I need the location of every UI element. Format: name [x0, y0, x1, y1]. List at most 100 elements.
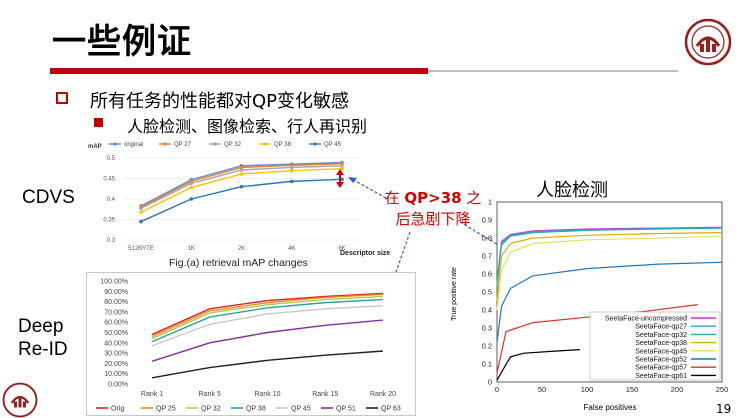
- cdvs-point: [139, 206, 143, 211]
- face-ytick: 0.1: [482, 360, 492, 369]
- face-series-line: [496, 227, 723, 285]
- reid-legend-label: QP 38: [246, 406, 266, 413]
- face-ytick: 0.8: [482, 234, 492, 243]
- face-chart-title: 人脸检测: [536, 180, 608, 201]
- face-roc-chart: 0 0.1 0.2 0.3 0.4 0.5 0.6 0.7 0.8 0.9 1 0 50 100 150 2…: [451, 198, 729, 413]
- cdvs-point: [340, 166, 344, 171]
- cdvs-point: [239, 165, 244, 170]
- title-underline-grey: [428, 70, 678, 72]
- face-legend-label: SeetaFace-qp61: [635, 373, 687, 380]
- cdvs-ytick: 0.5: [107, 156, 116, 162]
- face-legend-label: SeetaFace-qp45: [635, 348, 687, 355]
- reid-series-line: [151, 293, 384, 338]
- reid-legend-label: QP 45: [291, 406, 311, 413]
- cdvs-point: [139, 219, 143, 224]
- reid-legend-label: Orig: [111, 406, 124, 413]
- face-ytick: 1: [488, 198, 492, 207]
- reid-ytick: 70.00%: [104, 309, 128, 316]
- cdvs-ytick: 0.4: [107, 197, 116, 203]
- title-underline: [50, 68, 428, 74]
- reid-ytick: 50.00%: [104, 330, 128, 337]
- cdvs-xtick: 8K: [338, 246, 345, 252]
- face-legend-label: SeetaFace-qp52: [635, 357, 687, 364]
- face-ytick: 0.9: [482, 216, 492, 225]
- cdvs-ylabel: mAP: [88, 144, 102, 150]
- page-number: 19: [716, 402, 732, 416]
- face-series-line: [496, 261, 723, 343]
- face-ytick: 0.4: [482, 306, 492, 315]
- label-reid: Re-ID: [18, 339, 68, 360]
- face-xtick: 250: [716, 385, 729, 394]
- reid-ytick: 30.00%: [104, 351, 128, 358]
- face-xtick: 100: [581, 385, 594, 394]
- reid-series-line: [151, 298, 384, 343]
- face-ylabel: True positive rate: [451, 267, 458, 321]
- face-series-line: [496, 304, 698, 374]
- cdvs-legend-marker: [113, 142, 117, 146]
- cdvs-point: [289, 165, 294, 170]
- cdvs-point: [340, 177, 344, 182]
- face-xtick: 150: [626, 385, 639, 394]
- face-series-line: [496, 235, 723, 311]
- cdvs-point: [239, 168, 244, 172]
- cdvs-legend-marker: [213, 142, 217, 146]
- university-seal-icon: [684, 18, 732, 66]
- qp-annotation: 在 QP>38 之 后急剧下降: [384, 189, 482, 228]
- reid-ytick: 40.00%: [104, 340, 128, 347]
- face-ytick: 0.3: [482, 324, 492, 333]
- cdvs-legend-label: QP 38: [274, 142, 292, 148]
- face-legend-label: SeetaFace-qp32: [635, 332, 687, 339]
- cdvs-point: [189, 185, 194, 190]
- face-legend-label: SeetaFace-qp38: [635, 340, 687, 347]
- cdvs-point: [340, 163, 344, 168]
- bullet-box-icon: [56, 92, 68, 104]
- cdvs-xlabel: Descriptor size: [340, 250, 390, 257]
- cdvs-legend-label: QP 27: [174, 142, 192, 148]
- reid-ytick: 100.00%: [100, 279, 128, 286]
- cdvs-legend-label: original: [124, 142, 143, 148]
- reid-series-line: [151, 350, 384, 379]
- cdvs-point: [289, 168, 294, 173]
- cdvs-xtick: 512BYTE: [128, 246, 154, 252]
- face-series-line: [496, 232, 723, 302]
- reid-legend-label: QP 32: [201, 406, 221, 413]
- face-ytick: 0.2: [482, 342, 492, 351]
- reid-xtick: Rank 10: [254, 391, 280, 398]
- university-seal-icon: [2, 382, 38, 418]
- face-xlabel: False positives: [584, 403, 637, 412]
- slide-title: 一些例证: [52, 22, 192, 62]
- reid-xtick: Rank 5: [199, 391, 221, 398]
- cdvs-legend-marker: [163, 142, 167, 146]
- reid-legend-label: QP 25: [156, 406, 176, 413]
- cdvs-xtick: 2K: [238, 246, 245, 252]
- reid-chart: 100.00% 90.00% 80.00% 70.00% 60.00% 50.00% 40.…: [86, 272, 416, 416]
- face-legend: SeetaFace-uncompressedSeetaFace-qp27Seet…: [589, 311, 721, 381]
- cdvs-ytick: 0.3: [107, 238, 116, 244]
- bullet-square-icon: [94, 118, 103, 127]
- cdvs-legend-marker: [263, 142, 267, 146]
- face-legend-label: SeetaFace-uncompressed: [605, 316, 687, 323]
- face-series-line: [496, 349, 580, 381]
- cdvs-xtick: 1K: [188, 246, 195, 252]
- face-legend-box: [589, 311, 721, 381]
- reid-legend: Orig QP 25 QP 32 QP 38 QP 45 QP 51 QP 63: [96, 406, 401, 413]
- cdvs-point: [239, 184, 244, 189]
- face-ytick: 0.6: [482, 270, 492, 279]
- cdvs-chart: mAP original QP 27 QP 32 QP 38 QP 45 0.50.45…: [88, 142, 390, 269]
- reid-ytick: 20.00%: [104, 361, 128, 368]
- reid-ytick: 80.00%: [104, 299, 128, 306]
- reid-series-line: [151, 292, 384, 336]
- face-legend-label: SeetaFace-qp27: [635, 324, 687, 331]
- label-deep: Deep: [18, 316, 64, 337]
- cdvs-xtick: 4K: [288, 246, 295, 252]
- cdvs-ytick: 0.35: [103, 218, 115, 224]
- face-ytick: 0.7: [482, 252, 492, 261]
- cdvs-point: [289, 179, 294, 184]
- cdvs-ytick: 0.45: [103, 177, 115, 183]
- bullet-primary: 所有任务的性能都对QP变化敏感: [90, 91, 350, 112]
- cdvs-point: [239, 172, 244, 176]
- face-ytick: 0: [488, 378, 492, 387]
- face-ytick: 0.5: [482, 288, 492, 297]
- reid-ytick: 90.00%: [104, 289, 128, 296]
